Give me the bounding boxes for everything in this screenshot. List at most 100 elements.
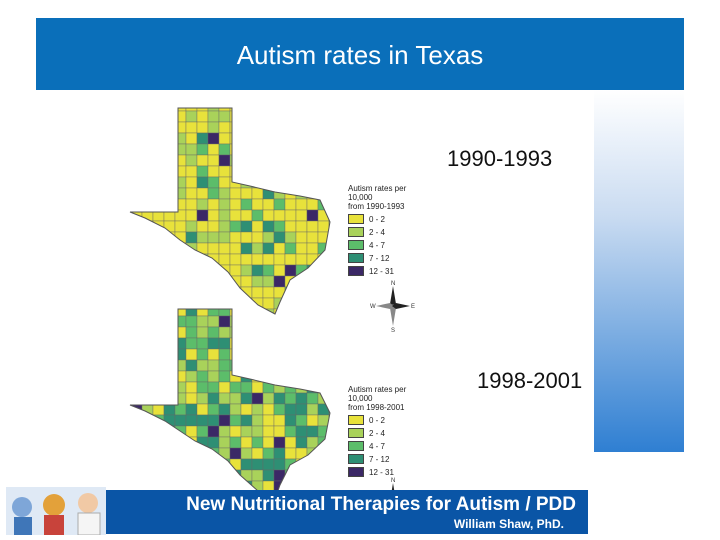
county-cell (185, 143, 198, 156)
county-cell (152, 286, 165, 299)
county-cell (207, 132, 220, 145)
county-cell (141, 458, 154, 471)
county-cell (207, 309, 220, 317)
county-cell (229, 436, 242, 449)
county-cell (262, 121, 275, 134)
county-cell (196, 132, 209, 145)
county-cell (284, 414, 297, 427)
county-cell (273, 209, 286, 222)
county-cell (262, 198, 275, 211)
county-cell (240, 348, 253, 361)
county-cell (295, 143, 308, 156)
county-cell (295, 326, 308, 339)
county-cell (284, 370, 297, 383)
county-cell (262, 242, 275, 255)
county-cell (273, 154, 286, 167)
county-cell (229, 286, 242, 299)
county-cell (130, 286, 143, 299)
county-cell (141, 242, 154, 255)
county-cell (207, 209, 220, 222)
county-cell (207, 381, 220, 394)
county-cell (229, 220, 242, 233)
county-cell (328, 315, 330, 328)
county-cell (262, 337, 275, 350)
county-cell (317, 275, 330, 288)
county-cell (306, 165, 319, 178)
county-cell (295, 359, 308, 372)
county-cell (306, 392, 319, 405)
county-cell (152, 176, 165, 189)
county-cell (174, 242, 187, 255)
county-cell (130, 436, 143, 449)
county-cell (240, 242, 253, 255)
county-cell (218, 121, 231, 134)
county-cell (130, 447, 132, 460)
county-cell (240, 337, 253, 350)
county-cell (295, 309, 308, 317)
county-cell (196, 337, 209, 350)
county-cell (207, 176, 220, 189)
county-cell (295, 414, 308, 427)
county-cell (185, 220, 198, 233)
county-cell (152, 315, 165, 328)
county-cell (262, 326, 275, 339)
county-cell (207, 154, 220, 167)
county-cell (273, 414, 286, 427)
county-cell (163, 392, 176, 405)
county-cell (262, 447, 275, 460)
county-cell (328, 275, 330, 288)
county-cell (130, 220, 132, 233)
county-cell (141, 414, 154, 427)
county-cell (273, 264, 286, 277)
county-cell (317, 165, 330, 178)
county-cell (152, 469, 165, 482)
county-cell (174, 458, 187, 471)
county-cell (273, 425, 286, 438)
county-cell (163, 176, 176, 189)
county-cell (196, 286, 209, 299)
county-cell (284, 264, 297, 277)
county-cell (130, 469, 132, 482)
county-cell (218, 436, 231, 449)
county-cell (163, 165, 176, 178)
county-cell (240, 220, 253, 233)
county-cell (174, 370, 187, 383)
county-cell (152, 165, 165, 178)
county-cell (262, 458, 275, 471)
map-legend: Autism rates per 10,000 from 1990-1993 0… (348, 184, 424, 276)
county-cell (163, 286, 176, 299)
county-cell (295, 209, 308, 222)
county-cell (295, 110, 308, 123)
county-cell (185, 359, 198, 372)
county-cell (141, 220, 154, 233)
county-cell (130, 132, 132, 145)
county-cell (284, 198, 297, 211)
county-cell (130, 132, 143, 145)
county-cell (328, 198, 330, 211)
county-cell (229, 253, 242, 266)
county-cell (295, 132, 308, 145)
county-cell (163, 315, 176, 328)
county-cell (328, 458, 330, 471)
county-cell (141, 309, 154, 317)
county-cell (152, 326, 165, 339)
county-cell (240, 198, 253, 211)
county-cell (185, 458, 198, 471)
county-cell (141, 337, 154, 350)
county-cell (185, 154, 198, 167)
county-cell (163, 458, 176, 471)
county-cell (306, 403, 319, 416)
county-cell (284, 165, 297, 178)
legend-item: 0 - 2 (348, 415, 424, 425)
county-cell (328, 370, 330, 383)
county-cell (295, 154, 308, 167)
county-cell (251, 220, 264, 233)
county-cell (306, 370, 319, 383)
county-cell (218, 253, 231, 266)
county-cell (207, 326, 220, 339)
county-cell (284, 425, 297, 438)
county-cell (240, 231, 253, 244)
county-cell (130, 469, 143, 482)
county-cell (262, 469, 275, 482)
county-cell (317, 381, 330, 394)
